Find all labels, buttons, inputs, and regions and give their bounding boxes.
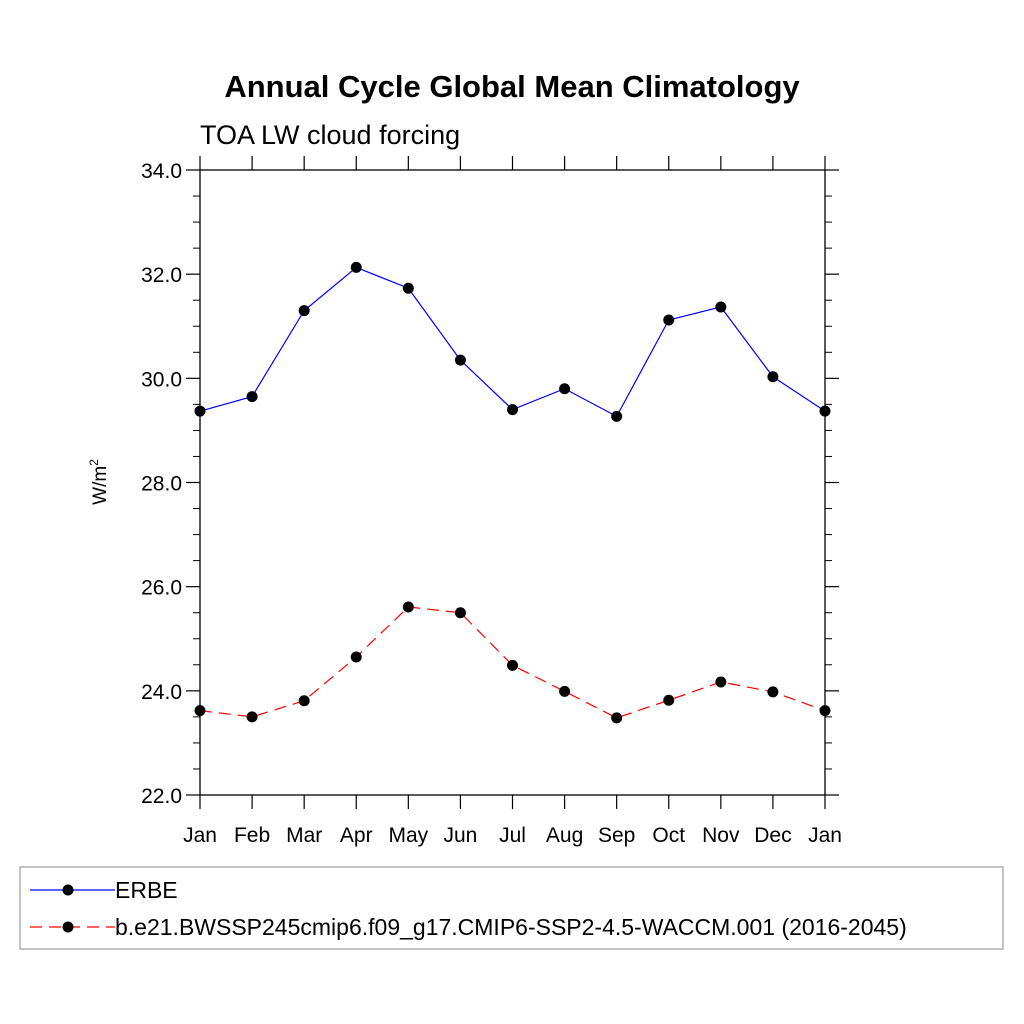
y-tick-label: 22.0 — [141, 785, 182, 808]
x-tick-label: Aug — [546, 824, 583, 847]
y-tick-label: 34.0 — [141, 160, 182, 183]
data-point — [611, 712, 623, 724]
legend-marker — [62, 884, 74, 896]
x-tick-label: Jan — [808, 824, 842, 847]
plot-frame — [199, 169, 826, 796]
x-tick-label: Dec — [754, 824, 791, 847]
data-point — [663, 314, 675, 326]
data-point — [767, 686, 779, 698]
x-tick-label: Oct — [652, 824, 685, 847]
data-point — [507, 404, 518, 416]
data-point — [350, 651, 362, 663]
x-tick-label: Feb — [234, 824, 270, 847]
legend-label: b.e21.BWSSP245cmip6.f09_g17.CMIP6-SSP2-4… — [115, 914, 907, 940]
x-tick-label: May — [388, 824, 428, 847]
data-point — [350, 261, 362, 273]
chart-title: Annual Cycle Global Mean Climatology — [224, 69, 800, 104]
x-tick-label: Jun — [443, 824, 477, 847]
data-point — [454, 354, 466, 366]
y-tick-label: 28.0 — [141, 473, 182, 496]
data-point — [767, 371, 779, 383]
series-2 — [194, 601, 831, 724]
x-tick-label: Apr — [340, 824, 373, 847]
data-point — [715, 301, 727, 313]
y-tick-label: 26.0 — [141, 577, 182, 600]
legend-marker — [62, 921, 74, 933]
y-tick-label: 24.0 — [141, 681, 182, 704]
data-point — [819, 405, 831, 417]
legend-box — [19, 866, 1004, 950]
data-point — [246, 391, 258, 403]
data-point — [454, 607, 466, 619]
legend: ERBE b.e21.BWSSP245cmip6.f09_g17.CMIP6-SS… — [19, 866, 1004, 950]
series-1 — [194, 261, 831, 422]
data-point — [819, 705, 831, 717]
legend-items: ERBE b.e21.BWSSP245cmip6.f09_g17.CMIP6-SS… — [30, 877, 907, 940]
x-tick-label: Jul — [499, 824, 526, 847]
data-point — [402, 601, 414, 613]
y-tick-label: 32.0 — [141, 264, 182, 287]
x-tick-label: Sep — [598, 824, 635, 847]
legend-label: ERBE — [115, 877, 178, 903]
data-point — [559, 685, 571, 697]
data-point — [507, 659, 518, 671]
axes: 22.0 24.0 26.0 28.0 30.0 32.0 34.0 Jan Feb Mar Apr… — [141, 156, 842, 847]
y-axis-label-superscript: 2 — [87, 459, 101, 466]
series-line — [199, 266, 826, 418]
data-point — [402, 282, 414, 294]
data-point — [194, 405, 206, 417]
data-point — [611, 410, 623, 422]
x-tick-label: Jan — [183, 824, 217, 847]
y-tick-label: 30.0 — [141, 368, 182, 391]
data-point — [246, 711, 258, 723]
data-point — [298, 695, 310, 707]
data-point — [559, 383, 571, 395]
data-point — [298, 305, 310, 317]
data-point — [715, 676, 727, 688]
y-axis-label: W/m2 — [87, 459, 111, 505]
x-tick-label: Mar — [286, 824, 322, 847]
y-axis-label-text: W/m — [90, 466, 111, 505]
chart-subtitle: TOA LW cloud forcing — [200, 120, 460, 150]
series-layer — [194, 261, 831, 724]
data-point — [663, 694, 675, 706]
data-point — [194, 705, 206, 717]
x-tick-label: Nov — [702, 824, 740, 847]
